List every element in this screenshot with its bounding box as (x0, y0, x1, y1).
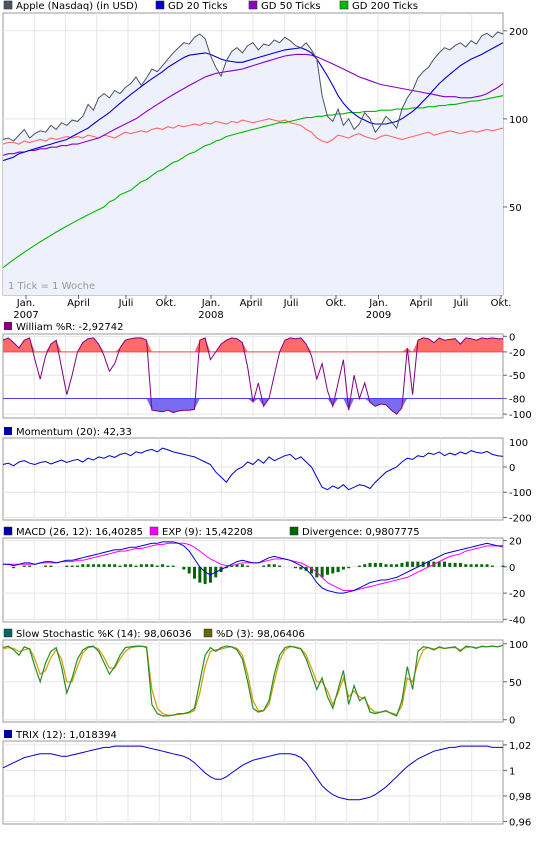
y-tick-label: -100 (509, 410, 532, 421)
legend-label: GD 20 Ticks (168, 1, 228, 12)
price-line (2, 31, 504, 142)
y-tick-label: -200 (509, 513, 532, 524)
momentum-line (2, 447, 504, 491)
x-tick-label: Okt. (156, 298, 177, 309)
panel-swatch (149, 526, 159, 536)
legend-swatch (155, 0, 165, 10)
stoch-d-line (2, 644, 504, 716)
x-tick-year: 2007 (13, 310, 38, 321)
panel-swatch (3, 628, 13, 638)
panel-swatch (3, 526, 13, 536)
x-tick-label: April (410, 298, 433, 309)
y-tick-label: -40 (509, 615, 525, 626)
panel-swatch (203, 628, 213, 638)
x-tick-label: Okt. (491, 298, 512, 309)
legend-swatch (3, 0, 13, 10)
gd50-line (2, 53, 504, 156)
y-tick-label: 20 (509, 537, 522, 548)
trix-title: TRIX (12): 1,018394 (15, 730, 117, 741)
x-tick-label: Okt. (326, 298, 347, 309)
y-tick-label: 100 (509, 115, 528, 126)
y-tick-label: 50 (509, 678, 522, 689)
panel-swatch (289, 526, 299, 536)
x-tick-label: Jan. (16, 298, 36, 309)
x-tick-label: Jan. (368, 298, 388, 309)
legend-label: GD 200 Ticks (352, 1, 418, 12)
x-tick-year: 2009 (366, 310, 391, 321)
y-tick-label: 200 (509, 27, 528, 38)
y-tick-label: 1 (509, 766, 515, 777)
gd200-line (2, 95, 504, 269)
trix-line (2, 745, 503, 801)
y-tick-label: -80 (509, 395, 525, 406)
macd-title-0: MACD (26, 12): 16,40285 (16, 527, 143, 538)
overbought-fill (3, 337, 503, 352)
gd20-line (2, 42, 504, 162)
y-tick-label: 0 (509, 463, 515, 474)
legend-swatch (248, 0, 258, 10)
x-tick-year: 2008 (198, 310, 223, 321)
williams-line (2, 337, 503, 415)
y-tick-label: -20 (509, 589, 525, 600)
macd-title-2: Divergence: 0,9807775 (302, 527, 420, 538)
x-tick-label: Juli (453, 298, 469, 309)
panel-swatch (4, 427, 12, 435)
price-area-fill (3, 32, 503, 295)
x-tick-label: Juli (118, 298, 134, 309)
y-tick-label: 100 (509, 438, 528, 449)
y-tick-label: 0,98 (509, 792, 531, 803)
panel-swatch (4, 730, 12, 738)
x-tick-label: Jan. (201, 298, 221, 309)
x-tick-label: April (240, 298, 263, 309)
stoch-title-0: Slow Stochastic %K (14): 98,06036 (16, 629, 192, 640)
y-tick-label: -100 (509, 488, 532, 499)
stoch-k-line (2, 644, 504, 717)
momentum-title: Momentum (20): 42,33 (16, 427, 132, 438)
x-tick-label: April (67, 298, 90, 309)
y-tick-label: 50 (509, 203, 522, 214)
y-tick-label: 0 (509, 716, 515, 727)
legend-label: GD 50 Ticks (261, 1, 321, 12)
oversold-fill (3, 398, 503, 415)
legend-swatch (339, 0, 349, 10)
eurusd-line (2, 118, 504, 145)
y-tick-label: 100 (509, 640, 528, 651)
stoch-title-1: %D (3): 98,06406 (216, 629, 305, 640)
y-tick-label: 0 (509, 563, 515, 574)
williams-title: William %R: -2,92742 (16, 322, 123, 333)
panel-swatch (4, 322, 12, 330)
macd-line (3, 541, 503, 594)
y-tick-label: 0 (509, 332, 515, 343)
y-tick-label: -20 (509, 348, 525, 359)
y-tick-label: 0,96 (509, 817, 531, 828)
tick-note: 1 Tick = 1 Woche (8, 281, 95, 292)
macd-title-1: EXP (9): 15,42208 (162, 527, 253, 538)
x-tick-label: Juli (283, 298, 299, 309)
y-tick-label: 1,02 (509, 741, 531, 752)
legend-label: Apple (Nasdaq) (in USD) (16, 1, 138, 12)
y-tick-label: -50 (509, 371, 525, 382)
